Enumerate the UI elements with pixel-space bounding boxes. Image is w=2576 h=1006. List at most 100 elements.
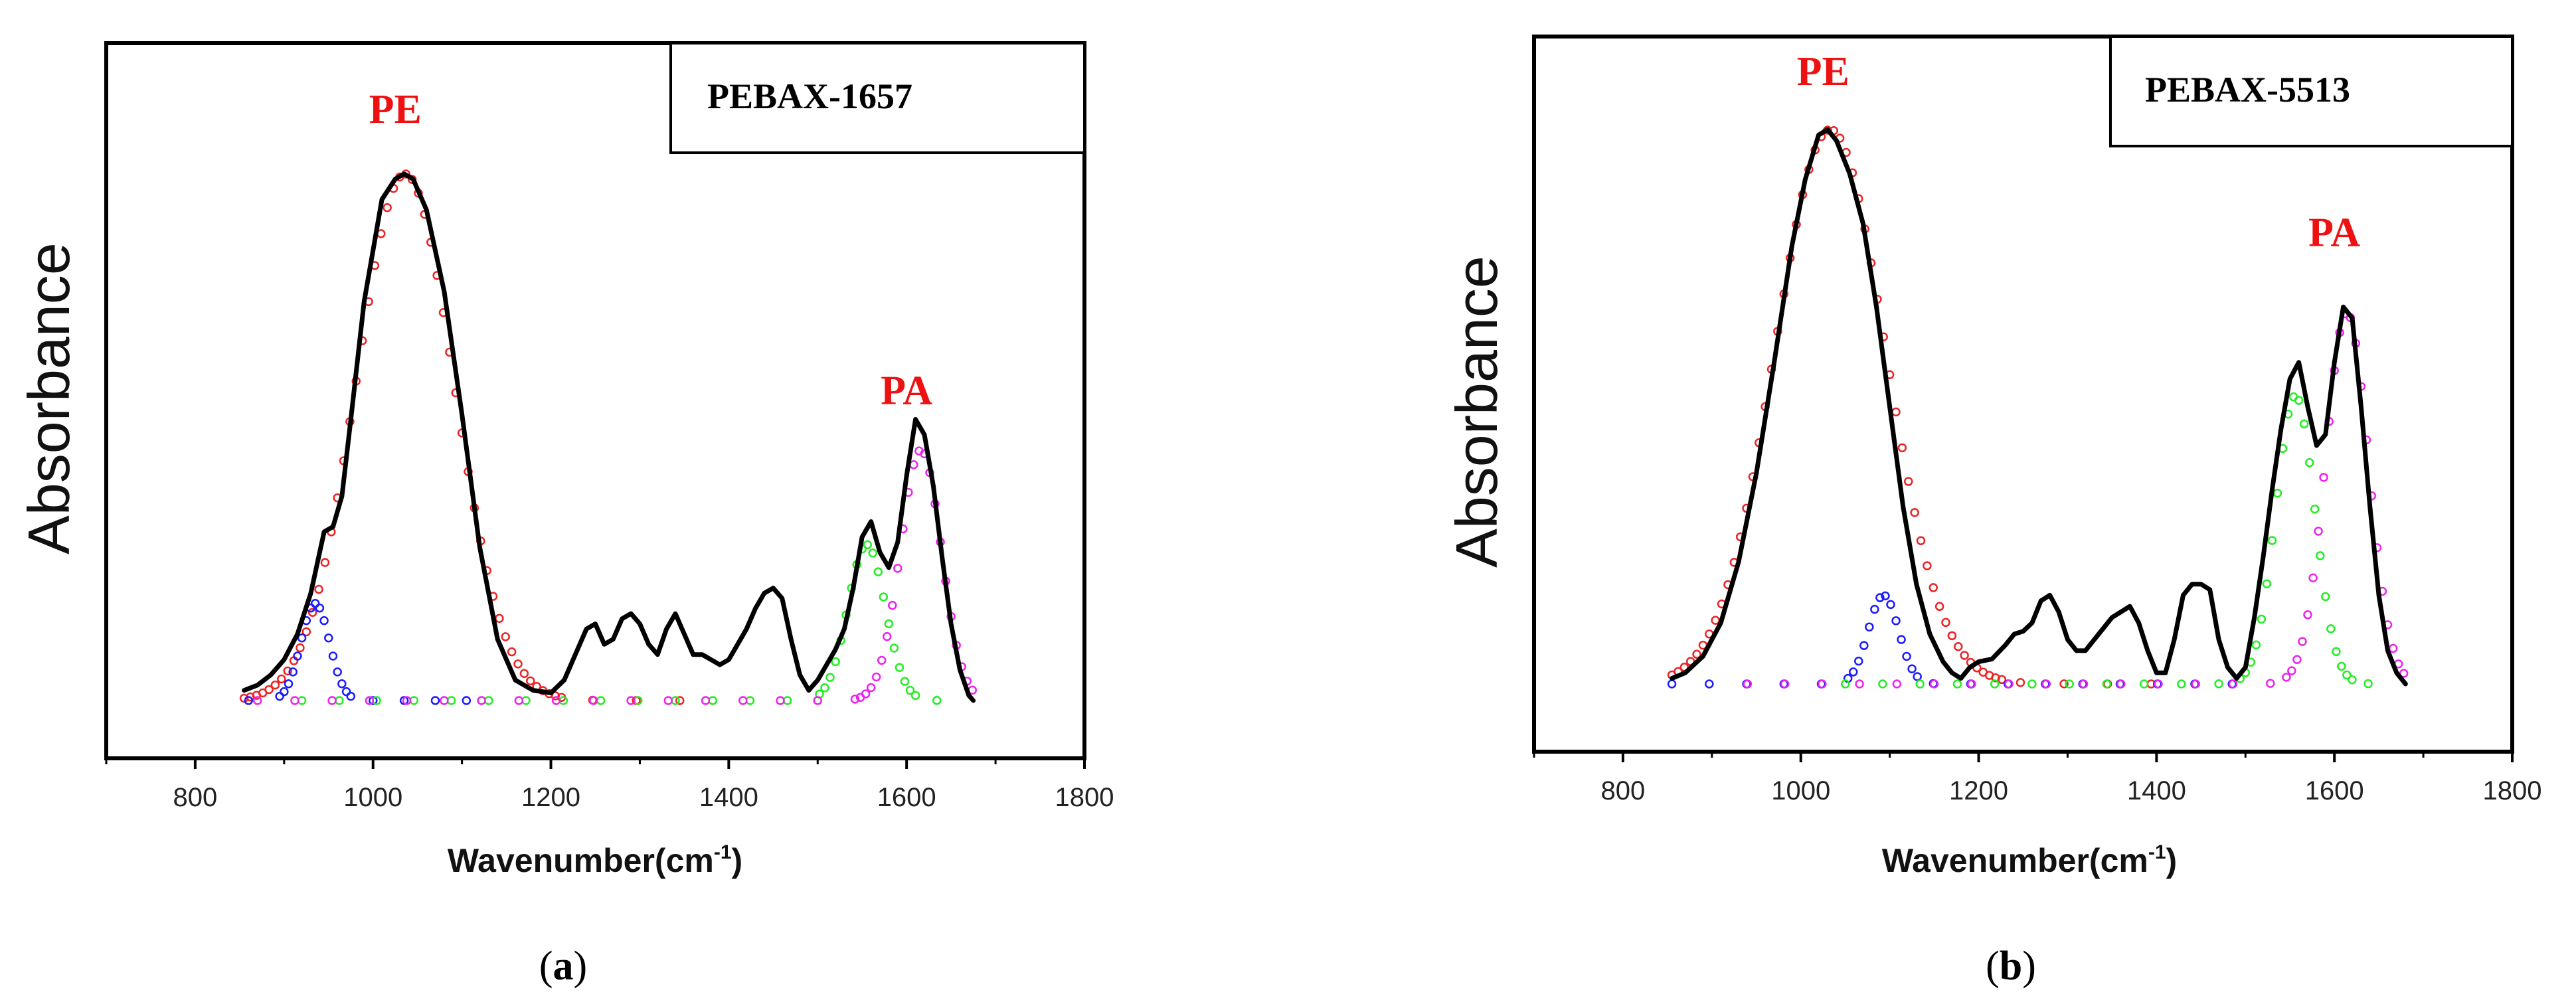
fit-marker	[264, 685, 274, 695]
fit-marker	[831, 657, 840, 667]
series-layer	[1667, 126, 2409, 689]
fit-marker	[820, 683, 829, 693]
fit-marker	[270, 680, 280, 690]
fit-marker	[283, 666, 292, 676]
fit-marker	[290, 696, 300, 705]
fit-series-4	[1743, 309, 2409, 689]
x-ticks: 800 1000 1200 1400 1600 1800	[1533, 752, 2541, 805]
panel-label: (b)	[1986, 944, 2036, 989]
fit-marker	[2257, 614, 2267, 624]
fit-marker	[346, 691, 355, 701]
fit-marker	[1870, 604, 1879, 614]
fit-marker	[484, 696, 493, 705]
fit-marker	[1881, 591, 1890, 601]
fit-series-2	[244, 598, 472, 705]
experimental-spectrum-line	[1670, 127, 2408, 687]
fit-marker	[2299, 419, 2309, 429]
fit-marker	[2363, 679, 2373, 689]
fit-marker	[877, 655, 887, 665]
fit-marker	[2079, 679, 2089, 689]
fit-marker	[399, 696, 409, 705]
legend-label: PEBAX-1657	[707, 76, 912, 116]
fit-marker	[909, 460, 918, 469]
fit-marker	[1711, 616, 1720, 625]
fit-marker	[2228, 679, 2238, 689]
fit-marker	[738, 696, 748, 705]
fit-marker	[2154, 679, 2163, 689]
panel-letter: b	[2000, 944, 2022, 989]
fit-marker	[782, 696, 792, 705]
fit-marker	[2308, 573, 2318, 583]
series-layer	[239, 169, 978, 705]
fit-marker	[863, 540, 873, 550]
legend-box	[669, 42, 1086, 154]
fit-marker	[905, 685, 915, 695]
fit-marker	[275, 691, 284, 701]
fit-marker	[462, 696, 472, 705]
y-axis-label: Absorbance	[1444, 256, 1509, 568]
fit-marker	[2348, 675, 2357, 685]
fit-marker	[879, 592, 889, 602]
fit-marker	[521, 696, 531, 705]
fit-marker	[776, 696, 785, 705]
fit-marker	[596, 696, 606, 705]
fit-marker	[335, 696, 344, 705]
fit-marker	[1692, 649, 1701, 659]
fit-marker	[1913, 672, 1922, 681]
fit-marker	[277, 674, 286, 684]
fit-marker	[315, 603, 325, 613]
fit-marker	[2214, 679, 2223, 689]
fit-marker	[1910, 508, 1919, 517]
fit-marker	[1886, 600, 1895, 610]
fit-marker	[301, 627, 311, 637]
fit-marker	[1891, 616, 1901, 626]
x-axis-label-close: )	[732, 842, 743, 879]
fit-marker	[296, 643, 305, 653]
legend-box	[2109, 35, 2514, 147]
x-axis-label-main: Wavenumber(cm	[1882, 842, 2148, 879]
fit-marker	[1743, 679, 1753, 689]
fit-marker	[2065, 679, 2074, 689]
fit-marker	[501, 632, 511, 641]
fit-marker	[1934, 602, 1944, 612]
fit-marker	[813, 696, 823, 705]
fit-marker	[1952, 679, 1962, 689]
fit-marker	[850, 695, 860, 704]
fit-marker	[868, 548, 878, 558]
fit-marker	[495, 614, 504, 623]
fit-marker	[327, 696, 337, 705]
fit-marker	[2332, 647, 2341, 656]
panel-b: PEBAX-5513 Absorbance Wavenumber(cm-1) (…	[1444, 35, 2541, 989]
fit-marker	[280, 687, 289, 697]
x-tick-label: 1800	[1055, 783, 1114, 812]
fit-marker	[307, 608, 317, 618]
fit-marker	[888, 600, 897, 610]
fit-marker	[284, 679, 294, 689]
fit-marker	[383, 203, 392, 212]
fit-marker	[2191, 679, 2201, 689]
fit-marker	[1891, 407, 1901, 417]
fit-marker	[1854, 656, 1863, 666]
fit-marker	[1915, 679, 1925, 689]
fit-marker	[2059, 679, 2069, 689]
fit-marker	[2266, 679, 2275, 688]
x-tick-label: 1400	[699, 783, 758, 812]
fit-marker	[244, 696, 254, 705]
fit-marker	[900, 677, 910, 686]
fit-marker	[1904, 477, 1913, 486]
fit-marker	[2139, 679, 2149, 689]
fit-marker	[2310, 504, 2320, 514]
fit-marker	[2262, 579, 2272, 588]
fit-marker	[866, 683, 876, 693]
x-tick-label: 800	[1601, 776, 1646, 805]
fit-marker	[525, 676, 535, 686]
fit-series-4	[252, 446, 978, 705]
fit-marker	[884, 619, 894, 629]
fit-marker	[1902, 651, 1911, 661]
fit-marker	[1941, 618, 1950, 628]
fit-marker	[1705, 679, 1714, 689]
fit-marker	[1990, 679, 2000, 689]
fit-series-1	[1667, 126, 2156, 689]
fit-marker	[409, 696, 419, 705]
fit-marker	[2388, 643, 2398, 653]
